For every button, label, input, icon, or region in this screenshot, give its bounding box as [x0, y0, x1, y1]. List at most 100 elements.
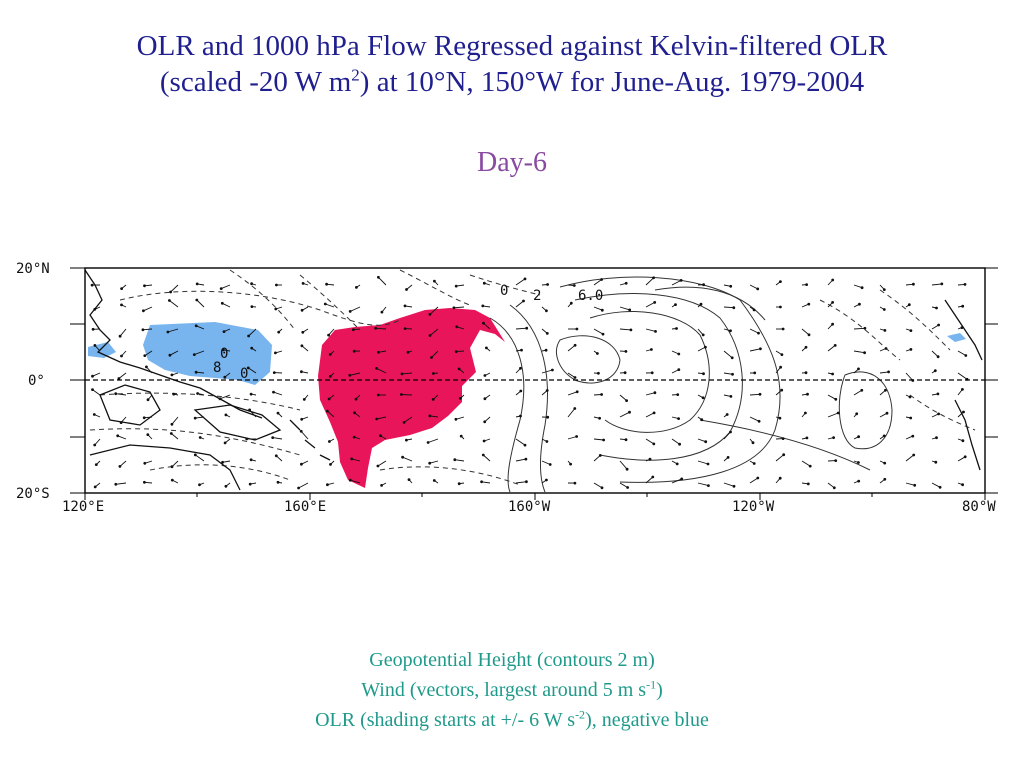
wind-vector-head	[780, 388, 784, 392]
wind-vector-head	[328, 440, 331, 443]
wind-vector-head	[272, 371, 276, 374]
wind-vector-head	[961, 388, 964, 391]
wind-vector-head	[327, 397, 331, 401]
wind-vector-shaft	[515, 438, 526, 446]
figure-title: OLR and 1000 hPa Flow Regressed against …	[0, 28, 1024, 100]
wind-vector-shaft	[905, 454, 914, 462]
wind-vector-shaft	[350, 479, 361, 484]
wind-vector-head	[863, 351, 866, 355]
wind-vector-head	[403, 327, 407, 330]
wind-vector-shaft	[541, 460, 551, 465]
wind-vector-head	[626, 486, 629, 489]
lon-label-120e: 120°E	[62, 499, 104, 515]
wind-vector-head	[600, 393, 603, 396]
wind-vector-head	[525, 480, 528, 484]
wind-vector-head	[482, 281, 486, 285]
wind-vector-head	[913, 483, 917, 487]
wind-vector-head	[545, 440, 549, 443]
wind-vector-head	[93, 344, 97, 347]
wind-vector-shaft	[222, 302, 231, 308]
wind-vector-head	[145, 365, 148, 369]
wind-vector-head	[834, 397, 838, 401]
wind-vector-head	[751, 441, 755, 445]
wind-vector-head	[679, 279, 683, 282]
wind-vector-head	[548, 463, 552, 466]
wind-vector-head	[143, 354, 147, 357]
coastline-central-america	[944, 299, 983, 361]
wind-vector-head	[482, 439, 486, 443]
wind-vector-shaft	[567, 391, 578, 396]
wind-vector-head	[702, 283, 705, 287]
contour-dashed	[469, 274, 541, 296]
wind-vector-head	[758, 392, 762, 396]
wind-vector-head	[196, 392, 200, 395]
wind-vector-head	[573, 481, 577, 485]
wind-vector-shaft	[401, 372, 413, 375]
wind-vector-head	[624, 438, 628, 442]
wind-vector-head	[223, 441, 227, 445]
wind-vector-shaft	[248, 328, 257, 337]
wind-vector-head	[729, 284, 733, 288]
wind-vector-head	[857, 367, 860, 371]
wind-vector-head	[678, 442, 681, 446]
wind-vector-head	[807, 302, 811, 306]
wind-vector-head	[700, 418, 704, 422]
wind-vector-head	[572, 284, 576, 287]
wind-vector-head	[276, 480, 280, 484]
wind-vector-head	[323, 302, 327, 306]
wind-vector-head	[170, 373, 174, 377]
wind-vector-head	[455, 325, 459, 329]
wind-vector-head	[935, 306, 938, 310]
wind-vector-shaft	[567, 344, 576, 352]
day-label: Day-6	[477, 147, 547, 178]
wind-vector-head	[628, 308, 632, 312]
wind-vector-head	[756, 287, 760, 291]
wind-vector-head	[218, 397, 222, 401]
wind-vector-shaft	[378, 276, 387, 286]
wind-vector-shaft	[350, 306, 361, 312]
wind-vector-head	[778, 476, 782, 480]
wind-vector-head	[459, 434, 463, 438]
wind-vector-head	[573, 407, 577, 410]
wind-vector-shaft	[593, 438, 604, 441]
wind-vector-head	[650, 371, 654, 375]
wind-vector-head	[912, 453, 916, 457]
wind-vector-head	[860, 286, 864, 290]
wind-vector-head	[92, 413, 96, 416]
wind-vector-shaft	[327, 410, 335, 418]
wind-vector-head	[545, 309, 548, 313]
wind-vector-head	[401, 455, 404, 459]
wind-vector-shaft	[645, 277, 654, 286]
wind-vector-head	[545, 478, 548, 482]
wind-vector-head	[706, 462, 710, 466]
wind-vector-shaft	[454, 459, 465, 462]
wind-vector-head	[833, 344, 837, 347]
wind-vector-head	[480, 480, 483, 484]
wind-vector-head	[300, 462, 303, 466]
wind-vector-shaft	[801, 328, 810, 336]
wind-vector-head	[757, 331, 760, 335]
wind-vectors	[90, 275, 969, 490]
wind-vector-head	[350, 457, 354, 461]
wind-vector-head	[598, 416, 601, 420]
wind-vector-head	[806, 482, 810, 486]
wind-vector-head	[732, 306, 736, 310]
wind-vector-head	[348, 478, 352, 482]
wind-vector-head	[91, 327, 95, 331]
wind-vector-shaft	[171, 416, 179, 425]
wind-vector-head	[885, 411, 889, 415]
wind-vector-head	[400, 393, 403, 396]
wind-vector-shaft	[170, 284, 179, 293]
wind-vector-head	[407, 478, 411, 481]
wind-vector-head	[274, 307, 278, 311]
contour-label-0c: 0	[240, 366, 248, 382]
wind-vector-shaft	[515, 481, 527, 484]
wind-vector-head	[353, 411, 356, 415]
wind-vector-head	[168, 353, 172, 357]
wind-vector-shaft	[749, 328, 759, 334]
wind-vector-shaft	[905, 482, 915, 486]
wind-vector-head	[377, 275, 380, 279]
wind-vector-head	[882, 308, 886, 311]
wind-vector-head	[355, 286, 358, 289]
wind-vector-head	[781, 437, 785, 440]
